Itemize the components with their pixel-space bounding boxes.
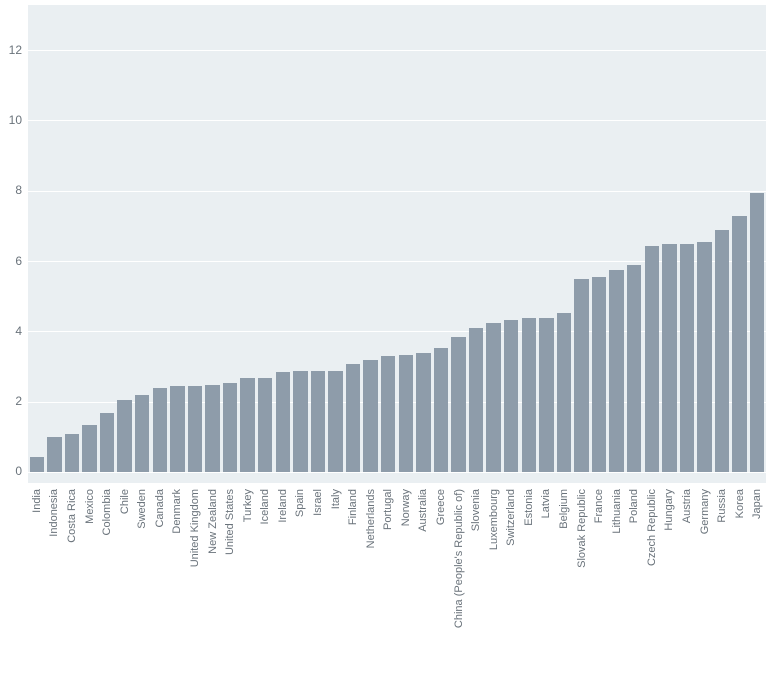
x-tick-label: Hungary xyxy=(663,489,675,689)
y-tick-label: 12 xyxy=(0,43,22,57)
x-tick-label: Chile xyxy=(119,489,131,689)
y-tick-label: 10 xyxy=(0,113,22,127)
x-tick-label: Portugal xyxy=(382,489,394,689)
x-tick-label: China (People's Republic of) xyxy=(453,489,465,689)
y-tick-label: 6 xyxy=(0,254,22,268)
x-tick-label: Slovenia xyxy=(470,489,482,689)
bar xyxy=(381,356,395,472)
x-tick-label: Lithuania xyxy=(611,489,623,689)
x-tick-label: Norway xyxy=(400,489,412,689)
bars xyxy=(28,5,766,483)
x-tick-label: France xyxy=(593,489,605,689)
bar xyxy=(522,318,536,473)
bar xyxy=(504,320,518,473)
bar xyxy=(416,353,430,473)
x-tick-label: Austria xyxy=(681,489,693,689)
x-tick-label: Latvia xyxy=(540,489,552,689)
x-tick-label: Ireland xyxy=(277,489,289,689)
bar xyxy=(311,371,325,473)
bar xyxy=(100,413,114,473)
x-tick-label: Turkey xyxy=(242,489,254,689)
x-tick-label: Slovak Republic xyxy=(576,489,588,689)
bar-chart: 024681012IndiaIndonesiaCosta RicaMexicoC… xyxy=(0,0,769,655)
x-tick-label: Colombia xyxy=(101,489,113,689)
x-tick-label: Mexico xyxy=(84,489,96,689)
bar xyxy=(328,371,342,473)
bar xyxy=(170,386,184,472)
bar xyxy=(363,360,377,472)
bar xyxy=(240,378,254,473)
x-tick-label: Netherlands xyxy=(365,489,377,689)
x-tick-label: Korea xyxy=(734,489,746,689)
bar xyxy=(399,355,413,473)
bar xyxy=(627,265,641,472)
bar xyxy=(135,395,149,472)
bar xyxy=(65,434,79,473)
bar xyxy=(346,364,360,473)
bar xyxy=(680,244,694,472)
x-tick-label: Switzerland xyxy=(505,489,517,689)
bar xyxy=(486,323,500,472)
x-tick-label: United Kingdom xyxy=(189,489,201,689)
bar xyxy=(276,372,290,472)
bar xyxy=(609,270,623,472)
x-tick-label: Finland xyxy=(347,489,359,689)
x-tick-label: Spain xyxy=(294,489,306,689)
bar xyxy=(732,216,746,473)
bar xyxy=(539,318,553,473)
y-tick-label: 2 xyxy=(0,394,22,408)
y-tick-label: 4 xyxy=(0,324,22,338)
x-tick-label: Indonesia xyxy=(48,489,60,689)
bar xyxy=(293,371,307,473)
x-tick-label: Japan xyxy=(751,489,763,689)
x-tick-label: United States xyxy=(224,489,236,689)
bar xyxy=(451,337,465,472)
x-tick-label: Czech Republic xyxy=(646,489,658,689)
x-tick-label: Russia xyxy=(716,489,728,689)
bar xyxy=(258,378,272,473)
bar xyxy=(592,277,606,472)
bar xyxy=(47,437,61,472)
bar xyxy=(557,313,571,473)
bar xyxy=(715,230,729,473)
bar xyxy=(205,385,219,473)
x-tick-label: Denmark xyxy=(171,489,183,689)
bar xyxy=(750,193,764,472)
bar xyxy=(117,400,131,472)
bar xyxy=(469,328,483,472)
x-tick-label: Italy xyxy=(330,489,342,689)
x-tick-label: Canada xyxy=(154,489,166,689)
x-tick-label: Iceland xyxy=(259,489,271,689)
bar xyxy=(574,279,588,472)
y-tick-label: 0 xyxy=(0,464,22,478)
bar xyxy=(697,242,711,472)
bar xyxy=(82,425,96,472)
bar xyxy=(645,246,659,473)
x-tick-label: Germany xyxy=(699,489,711,689)
bar xyxy=(30,457,44,473)
x-tick-label: Estonia xyxy=(523,489,535,689)
y-tick-label: 8 xyxy=(0,183,22,197)
x-tick-label: Greece xyxy=(435,489,447,689)
bar xyxy=(434,348,448,473)
x-tick-label: Sweden xyxy=(136,489,148,689)
x-tick-label: Poland xyxy=(628,489,640,689)
x-tick-label: Israel xyxy=(312,489,324,689)
x-tick-label: Luxembourg xyxy=(488,489,500,689)
x-tick-label: Belgium xyxy=(558,489,570,689)
bar xyxy=(223,383,237,473)
bar xyxy=(153,388,167,472)
x-tick-label: Australia xyxy=(417,489,429,689)
bar xyxy=(188,386,202,472)
x-tick-label: New Zealand xyxy=(207,489,219,689)
bar xyxy=(662,244,676,472)
x-tick-label: India xyxy=(31,489,43,689)
x-tick-label: Costa Rica xyxy=(66,489,78,689)
